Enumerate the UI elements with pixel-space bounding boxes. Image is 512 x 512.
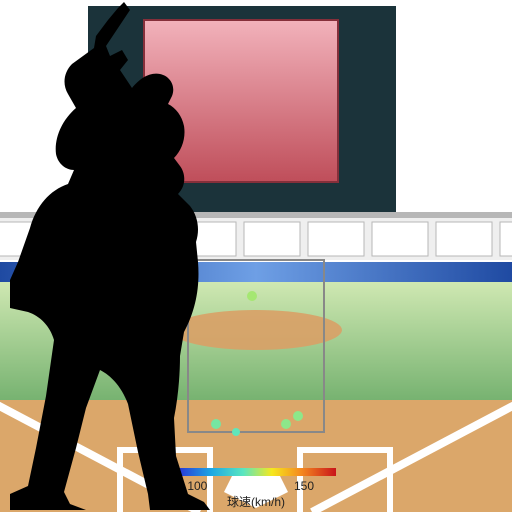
colorbar-tick: 100 <box>187 479 207 493</box>
pitch-marker <box>211 419 221 429</box>
pitch-marker <box>281 419 291 429</box>
pitch-location-figure: 100 150 球速(km/h) <box>0 0 512 512</box>
stands-panel <box>500 222 512 256</box>
pitch-marker <box>293 411 303 421</box>
pitchers-mound <box>170 310 342 350</box>
colorbar <box>176 468 336 476</box>
colorbar-label: 球速(km/h) <box>227 495 285 509</box>
pitch-marker <box>247 291 257 301</box>
stands-panel <box>436 222 492 256</box>
stands-panel <box>308 222 364 256</box>
stands-panel <box>372 222 428 256</box>
pitch-marker <box>232 428 240 436</box>
stands-panel <box>244 222 300 256</box>
colorbar-tick: 150 <box>294 479 314 493</box>
